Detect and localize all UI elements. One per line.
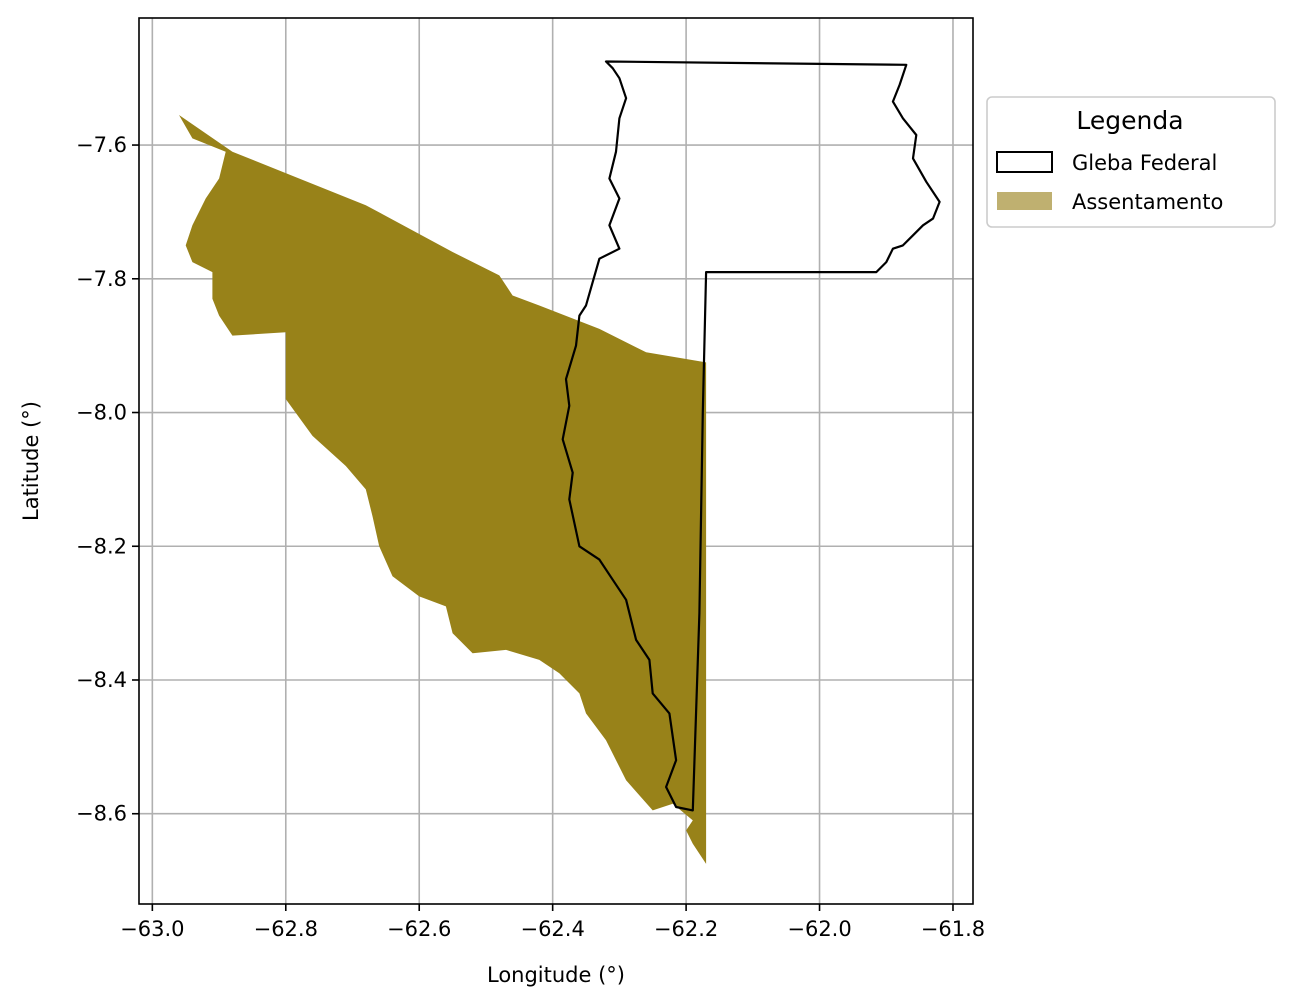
legend-gleba-swatch	[996, 151, 1053, 173]
y-tick-label: −8.2	[76, 534, 127, 558]
y-axis-ticks: −7.6 −7.8 −8.0 −8.2 −8.4 −8.6	[76, 133, 139, 826]
x-tick-label: −61.8	[921, 917, 985, 941]
legend-assentamento-swatch	[997, 192, 1052, 210]
x-tick-label: −62.6	[387, 917, 451, 941]
x-tick-label: −62.4	[520, 917, 584, 941]
legend-title: Legenda	[1076, 106, 1183, 135]
y-tick-label: −8.6	[76, 802, 127, 826]
y-axis-label: Latitude (°)	[19, 401, 43, 521]
x-tick-label: −63.0	[120, 917, 184, 941]
x-tick-label: −62.2	[654, 917, 718, 941]
y-tick-label: −7.6	[76, 133, 127, 157]
x-tick-label: −62.8	[254, 917, 318, 941]
legend-box	[986, 96, 1276, 228]
legend: Legenda Gleba Federal Assentamento	[986, 96, 1276, 228]
assentamento-area	[179, 115, 707, 864]
x-tick-label: −62.0	[787, 917, 851, 941]
plot-frame	[138, 17, 974, 905]
gleba-federal-outline	[561, 60, 941, 812]
legend-gleba-label: Gleba Federal	[1072, 151, 1217, 175]
y-tick-label: −8.4	[76, 668, 127, 692]
legend-assentamento-label: Assentamento	[1072, 190, 1223, 214]
x-axis-ticks: −63.0 −62.8 −62.6 −62.4 −62.2 −62.0 −61.8	[120, 904, 985, 941]
x-axis-label: Longitude (°)	[487, 963, 625, 987]
y-tick-label: −7.8	[76, 267, 127, 291]
y-tick-label: −8.0	[76, 401, 127, 425]
